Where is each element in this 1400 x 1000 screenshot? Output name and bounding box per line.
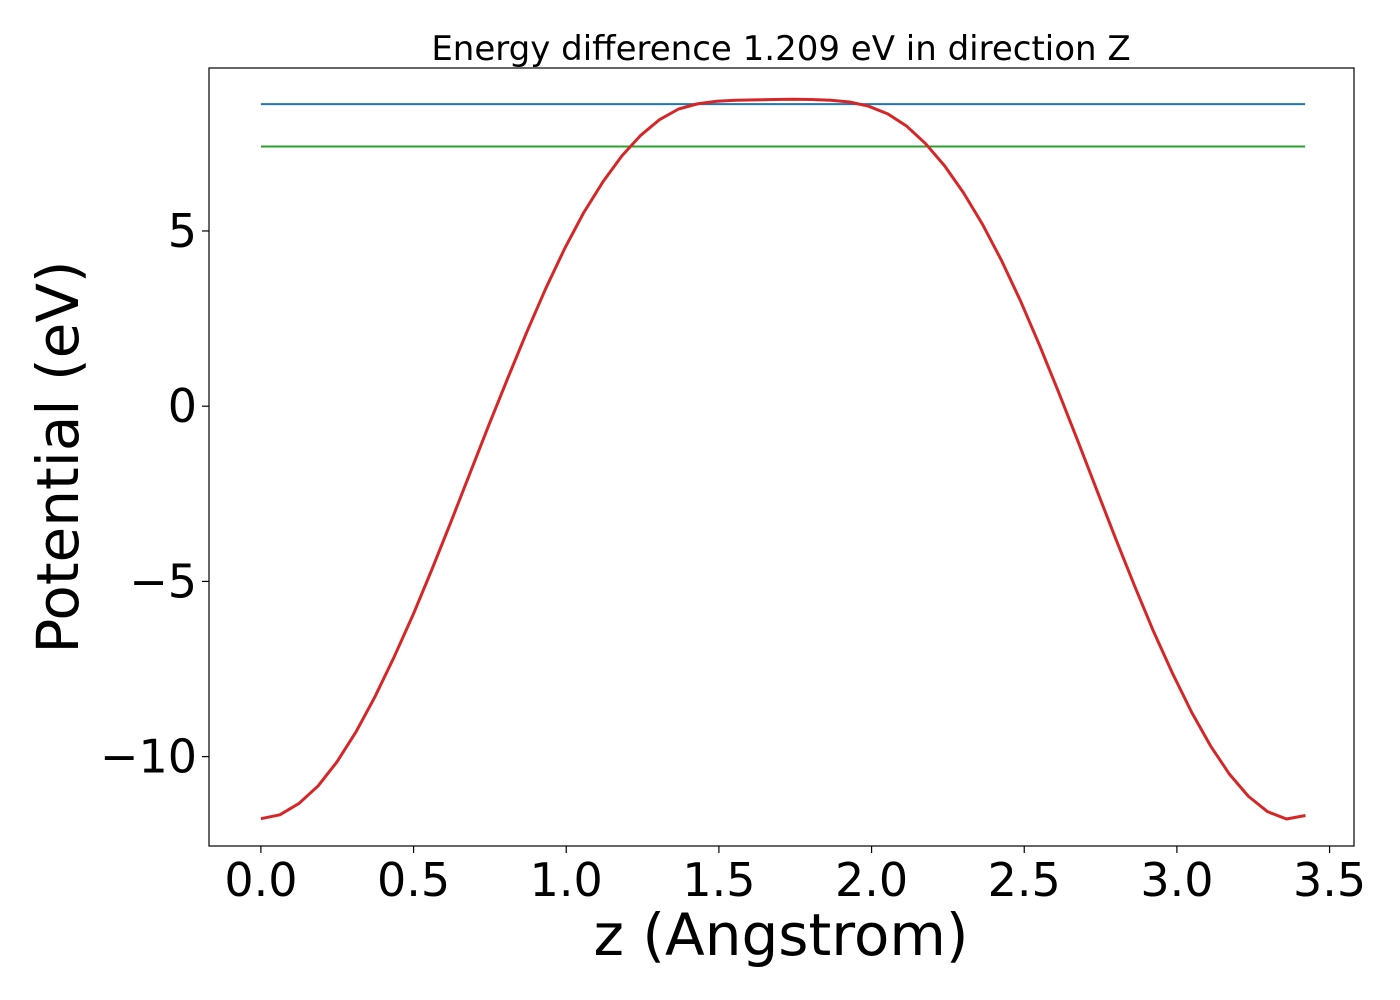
x-tick-label: 3.0 [1140,853,1213,907]
x-tick-label: 2.0 [835,853,908,907]
plot-frame [208,67,1355,847]
y-axis-ticks: −10 −5 0 5 [100,204,209,784]
x-tick-label: 0.5 [377,853,450,907]
x-axis-ticks: 0.0 0.5 1.0 1.5 2.0 2.5 3.0 3.5 [224,846,1366,907]
x-tick-label: 0.0 [224,853,297,907]
chart-title: Energy difference 1.209 eV in direction … [431,29,1130,69]
y-tick-label: −5 [129,554,197,608]
x-tick-label: 2.5 [988,853,1061,907]
x-tick-label: 3.5 [1293,853,1366,907]
y-tick-label: 5 [168,204,197,258]
y-tick-label: −10 [100,730,197,784]
potential-curve [260,97,1306,821]
x-tick-label: 1.5 [682,853,755,907]
y-axis-label: Potential (eV) [24,260,92,653]
x-axis-label: z (Angstrom) [594,901,969,969]
y-tick-label: 0 [168,379,197,433]
plot-lines [260,97,1306,821]
x-tick-label: 1.0 [530,853,603,907]
